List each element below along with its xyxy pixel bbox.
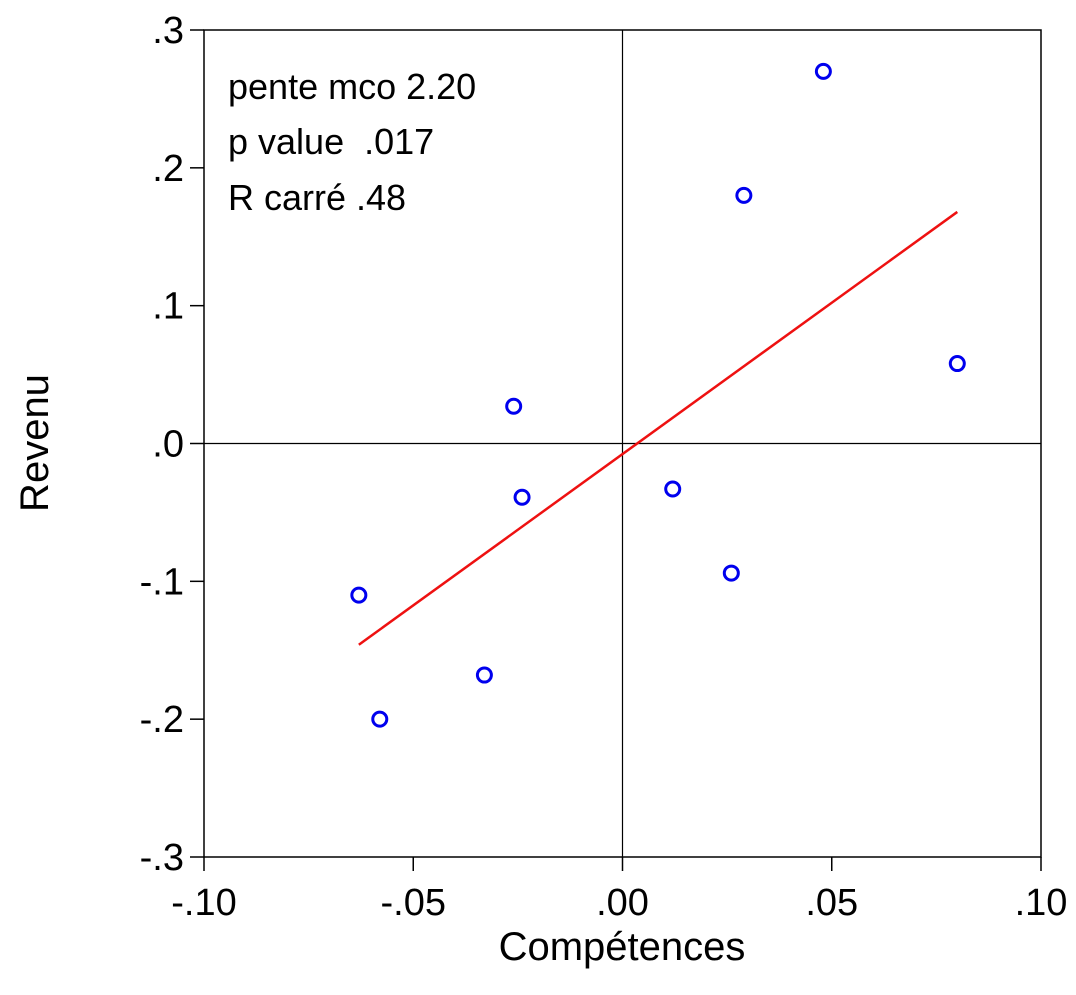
data-points xyxy=(350,62,966,728)
y-tick-label: .0 xyxy=(152,424,184,466)
x-axis-ticks xyxy=(203,857,1042,871)
annotation-slope: pente mco 2.20 xyxy=(228,66,476,107)
data-point xyxy=(664,480,682,498)
data-point xyxy=(948,355,966,373)
data-point xyxy=(350,586,368,604)
y-tick-label: .1 xyxy=(152,286,184,328)
y-tick-label: -.1 xyxy=(140,561,184,603)
data-point xyxy=(371,710,389,728)
y-axis-tick-labels: .3 .2 .1 .0 -.1 -.2 -.3 xyxy=(140,10,184,879)
x-axis-title: Compétences xyxy=(499,925,746,969)
data-point xyxy=(814,62,832,80)
x-tick-label: .00 xyxy=(596,882,649,924)
x-tick-label: -.10 xyxy=(171,882,236,924)
data-point xyxy=(735,186,753,204)
annotation-r-squared: R carré .48 xyxy=(228,177,406,218)
data-point xyxy=(505,397,523,415)
annotation-p-value: p value .017 xyxy=(228,121,434,162)
y-axis-title: Revenu xyxy=(13,374,57,512)
data-point xyxy=(475,666,493,684)
y-tick-label: -.3 xyxy=(140,837,184,879)
y-tick-label: .3 xyxy=(152,10,184,52)
x-tick-label: -.05 xyxy=(381,882,446,924)
x-tick-label: .10 xyxy=(1015,882,1068,924)
x-tick-label: .05 xyxy=(805,882,858,924)
y-tick-label: .2 xyxy=(152,148,184,190)
data-point xyxy=(722,564,740,582)
reference-lines xyxy=(204,30,1041,857)
x-axis-tick-labels: -.10 -.05 .00 .05 .10 xyxy=(171,882,1067,924)
data-point xyxy=(513,488,531,506)
y-axis-ticks xyxy=(190,29,204,858)
fit-line-layer xyxy=(358,210,959,646)
regression-line xyxy=(358,210,959,646)
y-tick-label: -.2 xyxy=(140,699,184,741)
